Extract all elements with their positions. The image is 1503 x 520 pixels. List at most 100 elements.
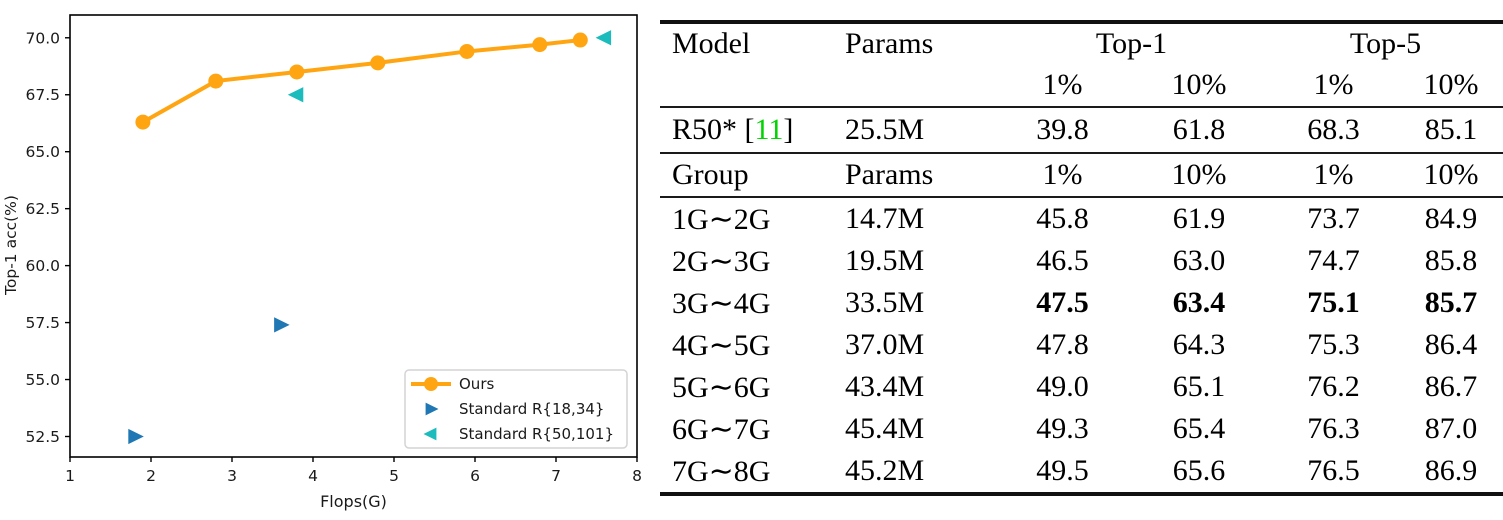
params-cell: 25.5M bbox=[845, 113, 925, 146]
table-row: 2G∼3G 19.5M 46.5 63.0 74.7 85.8 bbox=[660, 240, 1503, 282]
params-cell: 19.5M bbox=[845, 244, 925, 277]
svg-text:5: 5 bbox=[389, 467, 399, 485]
value-cell: 76.3 bbox=[1307, 412, 1360, 445]
baseline-row: R50* [11] 25.5M 39.8 61.8 68.3 85.1 bbox=[660, 108, 1503, 154]
value-cell: 68.3 bbox=[1307, 113, 1360, 146]
subheader-top5-10pct: 10% bbox=[1423, 158, 1479, 191]
params-cell: 43.4M bbox=[845, 370, 925, 403]
header-top5: Top-5 bbox=[1349, 27, 1422, 60]
series-standard-r-18-34- bbox=[128, 317, 290, 445]
svg-text:4: 4 bbox=[308, 467, 318, 485]
group-cell: 1G∼2G bbox=[672, 202, 771, 236]
legend-marker-circle-icon bbox=[424, 377, 438, 391]
params-cell: 45.2M bbox=[845, 454, 925, 487]
legend: Ours Standard R{18,34} Standard R{50,101} bbox=[404, 369, 628, 449]
group-cell: 7G∼8G bbox=[672, 454, 771, 488]
x-axis-label: Flops(G) bbox=[320, 492, 387, 511]
y-axis-label: Top-1 acc(%) bbox=[2, 195, 20, 296]
subheader-top1-10pct: 10% bbox=[1171, 158, 1227, 191]
value-cell: 61.8 bbox=[1172, 113, 1226, 146]
value-cell: 85.7 bbox=[1424, 286, 1478, 319]
x-axis: 1 2 3 4 5 6 7 8 Flops(G) bbox=[65, 457, 642, 511]
subheader-top5-10pct: 10% bbox=[1423, 68, 1479, 101]
legend-label: Standard R{18,34} bbox=[459, 400, 604, 418]
legend-item-standard-r-18-34-: Standard R{18,34} bbox=[425, 400, 604, 418]
value-cell: 74.7 bbox=[1307, 244, 1360, 277]
header-params: Params bbox=[845, 158, 934, 191]
group-cell: 6G∼7G bbox=[672, 412, 771, 446]
params-cell: 45.4M bbox=[845, 412, 925, 445]
svg-text:2: 2 bbox=[146, 467, 156, 485]
value-cell: 87.0 bbox=[1424, 412, 1478, 445]
header-model: Model bbox=[672, 27, 751, 60]
value-cell: 76.2 bbox=[1307, 370, 1360, 403]
y-axis: 52.5 55.0 57.5 60.0 62.5 65.0 67.5 70.0 Top-1 ac… bbox=[2, 29, 70, 446]
table-row: 7G∼8G 45.2M 49.5 65.6 76.5 86.9 bbox=[660, 450, 1503, 492]
value-cell: 46.5 bbox=[1036, 244, 1089, 277]
group-cell: 5G∼6G bbox=[672, 370, 771, 404]
results-table: Model Params Top-1 Top-5 1% 10% 1% 10% R… bbox=[660, 20, 1503, 496]
model-name: R50* [ bbox=[672, 113, 755, 146]
svg-text:6: 6 bbox=[470, 467, 480, 485]
group-header-row: Group Params 1% 10% 1% 10% bbox=[660, 154, 1503, 198]
svg-text:65.0: 65.0 bbox=[25, 143, 60, 161]
baseline-model-cell: R50* [11] bbox=[660, 113, 835, 147]
header-params: Params bbox=[845, 27, 934, 60]
table-row: 6G∼7G 45.4M 49.3 65.4 76.3 87.0 bbox=[660, 408, 1503, 450]
value-cell: 49.0 bbox=[1036, 370, 1089, 403]
value-cell: 86.7 bbox=[1424, 370, 1478, 403]
table-header-row: Model Params Top-1 Top-5 bbox=[660, 24, 1503, 64]
value-cell: 47.8 bbox=[1036, 328, 1089, 361]
value-cell: 64.3 bbox=[1172, 328, 1226, 361]
value-cell: 63.4 bbox=[1172, 286, 1226, 319]
table-row: 1G∼2G 14.7M 45.8 61.9 73.7 84.9 bbox=[660, 198, 1503, 240]
svg-text:3: 3 bbox=[227, 467, 237, 485]
value-cell: 86.4 bbox=[1424, 328, 1478, 361]
value-cell: 84.9 bbox=[1424, 202, 1478, 235]
header-group: Group bbox=[672, 158, 749, 191]
table-row: 4G∼5G 37.0M 47.8 64.3 75.3 86.4 bbox=[660, 324, 1503, 366]
value-cell: 45.8 bbox=[1036, 202, 1089, 235]
value-cell: 75.3 bbox=[1307, 328, 1360, 361]
value-cell: 49.3 bbox=[1036, 412, 1089, 445]
value-cell: 65.6 bbox=[1172, 454, 1226, 487]
table-row: 3G∼4G 33.5M 47.5 63.4 75.1 85.7 bbox=[660, 282, 1503, 324]
value-cell: 47.5 bbox=[1036, 286, 1089, 319]
svg-text:52.5: 52.5 bbox=[25, 428, 60, 446]
subheader-top1-1pct: 1% bbox=[1042, 68, 1083, 101]
svg-text:67.5: 67.5 bbox=[25, 86, 60, 104]
legend-label: Ours bbox=[459, 375, 494, 393]
series-standard-r-50-101- bbox=[287, 30, 612, 103]
table-row: 5G∼6G 43.4M 49.0 65.1 76.2 86.7 bbox=[660, 366, 1503, 408]
value-cell: 75.1 bbox=[1307, 286, 1360, 319]
value-cell: 65.4 bbox=[1172, 412, 1226, 445]
subheader-top5-1pct: 1% bbox=[1313, 68, 1354, 101]
group-cell: 3G∼4G bbox=[672, 286, 771, 320]
params-cell: 14.7M bbox=[845, 202, 925, 235]
svg-text:70.0: 70.0 bbox=[25, 29, 60, 47]
svg-text:57.5: 57.5 bbox=[25, 314, 60, 332]
svg-text:8: 8 bbox=[632, 467, 642, 485]
chart-panel: 1 2 3 4 5 6 7 8 Flops(G) 52.5 55.0 57.5 60.0 62.5 65.0… bbox=[0, 0, 660, 520]
table-panel: Model Params Top-1 Top-5 1% 10% 1% 10% R… bbox=[660, 0, 1503, 520]
value-cell: 49.5 bbox=[1036, 454, 1089, 487]
value-cell: 86.9 bbox=[1424, 454, 1478, 487]
svg-text:62.5: 62.5 bbox=[25, 200, 60, 218]
legend-marker-triangle-left-icon bbox=[423, 427, 437, 441]
header-top1: Top-1 bbox=[1095, 27, 1168, 60]
subheader-top5-1pct: 1% bbox=[1313, 158, 1354, 191]
value-cell: 76.5 bbox=[1307, 454, 1360, 487]
svg-text:1: 1 bbox=[65, 467, 75, 485]
value-cell: 85.8 bbox=[1424, 244, 1478, 277]
legend-marker-triangle-right-icon bbox=[425, 402, 439, 416]
svg-text:7: 7 bbox=[551, 467, 561, 485]
legend-label: Standard R{50,101} bbox=[459, 425, 614, 443]
value-cell: 39.8 bbox=[1036, 113, 1089, 146]
group-cell: 2G∼3G bbox=[672, 244, 771, 278]
svg-text:60.0: 60.0 bbox=[25, 257, 60, 275]
value-cell: 63.0 bbox=[1172, 244, 1226, 277]
value-cell: 65.1 bbox=[1172, 370, 1226, 403]
value-cell: 73.7 bbox=[1307, 202, 1360, 235]
series-ours bbox=[135, 32, 588, 130]
